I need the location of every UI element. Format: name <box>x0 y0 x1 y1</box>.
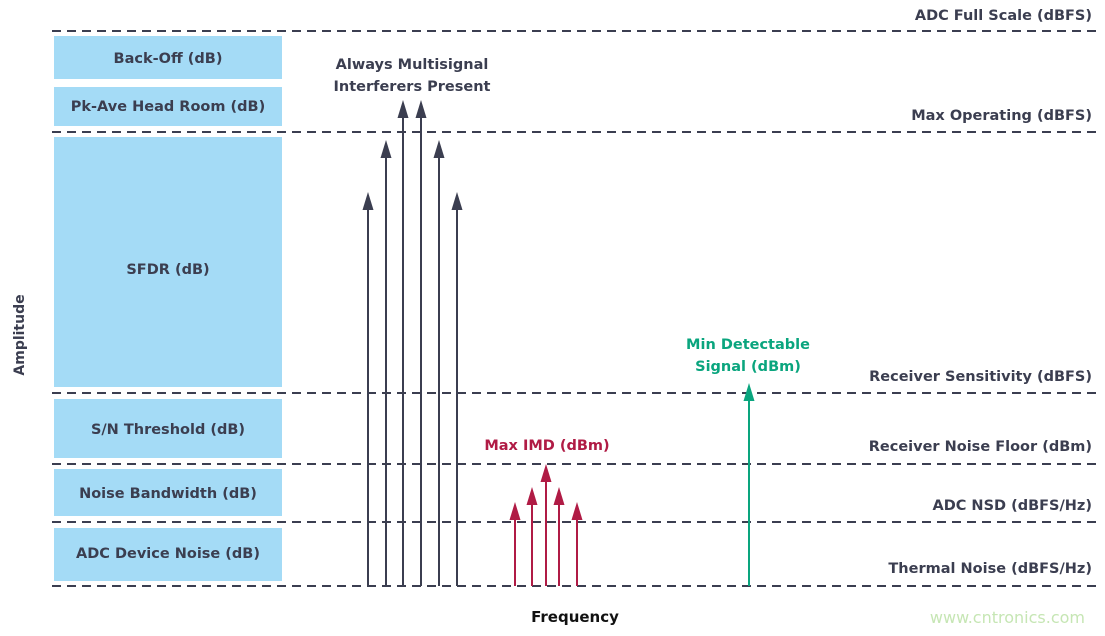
level-label-receiver-noise-floor: Receiver Noise Floor (dBm) <box>869 439 1092 455</box>
min-detectable-signal-arrow <box>743 383 755 586</box>
level-label-max-operating: Max Operating (dBFS) <box>911 108 1092 124</box>
imd-arrow <box>571 502 583 586</box>
imd-arrow <box>540 464 552 586</box>
block-label-back-off: Back-Off (dB) <box>114 51 223 67</box>
block <box>54 399 282 458</box>
level-label-full-scale: ADC Full Scale (dBFS) <box>915 8 1092 24</box>
interferers-annotation-line2: Interferers Present <box>334 79 491 95</box>
block-label-adc-device-noise: ADC Device Noise (dB) <box>76 546 260 562</box>
mds-annotation-line1: Min Detectable <box>686 337 810 353</box>
interferer-arrow <box>415 100 427 586</box>
y-axis-label: Amplitude <box>12 294 28 375</box>
block <box>54 469 282 516</box>
x-axis-label: Frequency <box>531 608 619 626</box>
imd-arrow <box>526 487 538 586</box>
block-label-pk-ave-headroom: Pk-Ave Head Room (dB) <box>71 99 265 115</box>
block <box>54 87 282 126</box>
level-label-adc-nsd: ADC NSD (dBFS/Hz) <box>932 498 1092 514</box>
watermark: www.cntronics.com <box>930 608 1085 627</box>
interferer-arrow <box>397 100 409 586</box>
imd-arrow <box>553 487 565 586</box>
interferer-arrow <box>380 140 392 586</box>
block-label-sn-threshold: S/N Threshold (dB) <box>91 422 245 438</box>
block-label-sfdr: SFDR (dB) <box>126 262 209 278</box>
block <box>54 36 282 79</box>
imd-annotation: Max IMD (dBm) <box>484 438 609 454</box>
interferer-arrow <box>362 192 374 586</box>
block <box>54 528 282 581</box>
imd-arrow <box>509 502 521 586</box>
interferer-arrow <box>451 192 463 586</box>
mds-annotation-line2: Signal (dBm) <box>695 359 801 375</box>
block-label-noise-bandwidth: Noise Bandwidth (dB) <box>79 486 257 502</box>
interferers-annotation-line1: Always Multisignal <box>336 57 489 73</box>
block <box>54 137 282 387</box>
level-label-thermal-noise: Thermal Noise (dBFS/Hz) <box>888 561 1092 577</box>
interferer-arrow <box>433 140 445 586</box>
level-label-receiver-sensitivity: Receiver Sensitivity (dBFS) <box>869 369 1092 385</box>
